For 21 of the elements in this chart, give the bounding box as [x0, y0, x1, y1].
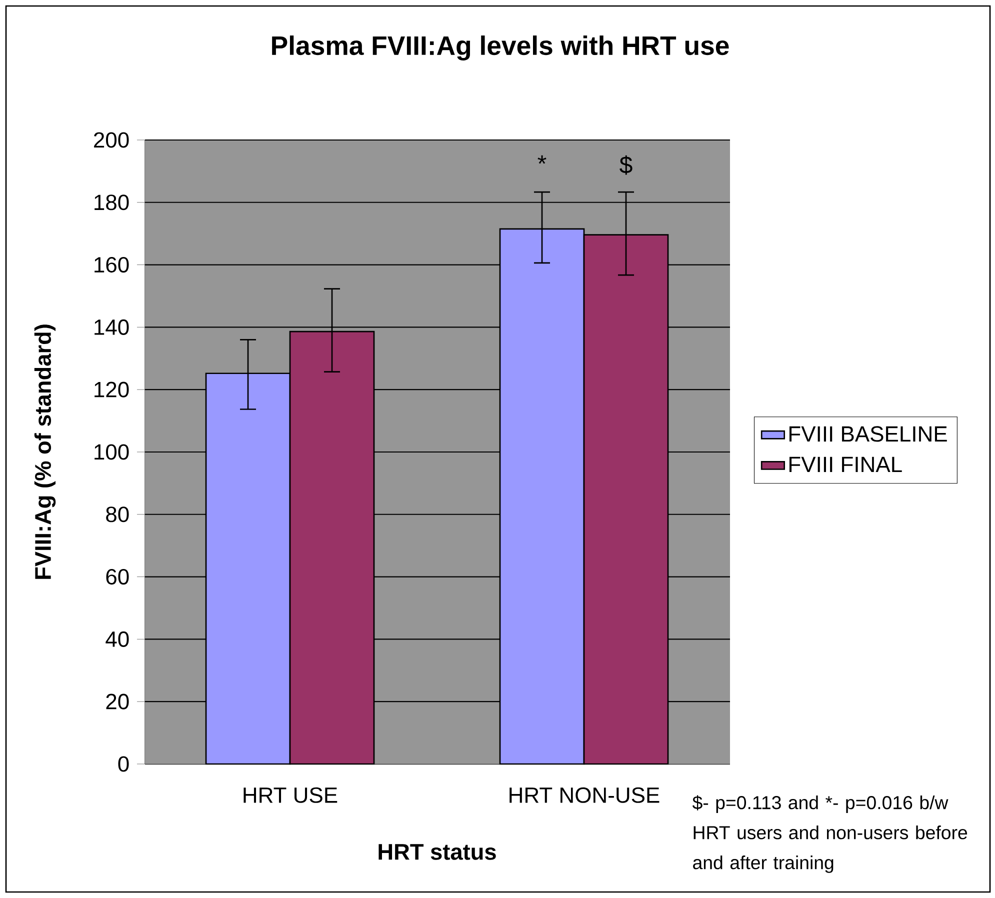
y-tick-label: 180: [94, 194, 129, 210]
y-tick-label: 20: [106, 694, 129, 710]
x-tick-label: HRT NON-USE: [510, 787, 660, 803]
legend-label: FVIII BASELINE: [789, 426, 947, 442]
x-tick-label: HRT USE: [244, 787, 338, 803]
y-tick-label: 200: [94, 132, 129, 148]
y-tick-label: 80: [106, 506, 129, 522]
text: $- p=0.113 and *- p=0.016 b/w HRT users and non-users before and after training: [692, 795, 968, 873]
chart-title: Plasma FVIII:Ag levels with HRT use: [272, 35, 729, 60]
x-axis-title: HRT status: [378, 844, 496, 860]
y-tick-label: 160: [94, 256, 129, 273]
y-tick-label: 0: [118, 756, 129, 772]
y-tick-label: 60: [106, 568, 129, 585]
annotation: $: [620, 155, 632, 175]
y-tick-label: 140: [94, 319, 129, 335]
annotation: *: [538, 155, 546, 164]
y-tick-label: 100: [94, 444, 129, 460]
y-tick-label: 40: [106, 631, 129, 647]
y-axis-title: FVIII:Ag (% of standard): [34, 324, 56, 579]
legend-label: FVIII FINAL: [789, 456, 902, 472]
y-tick-label: 120: [94, 382, 129, 398]
